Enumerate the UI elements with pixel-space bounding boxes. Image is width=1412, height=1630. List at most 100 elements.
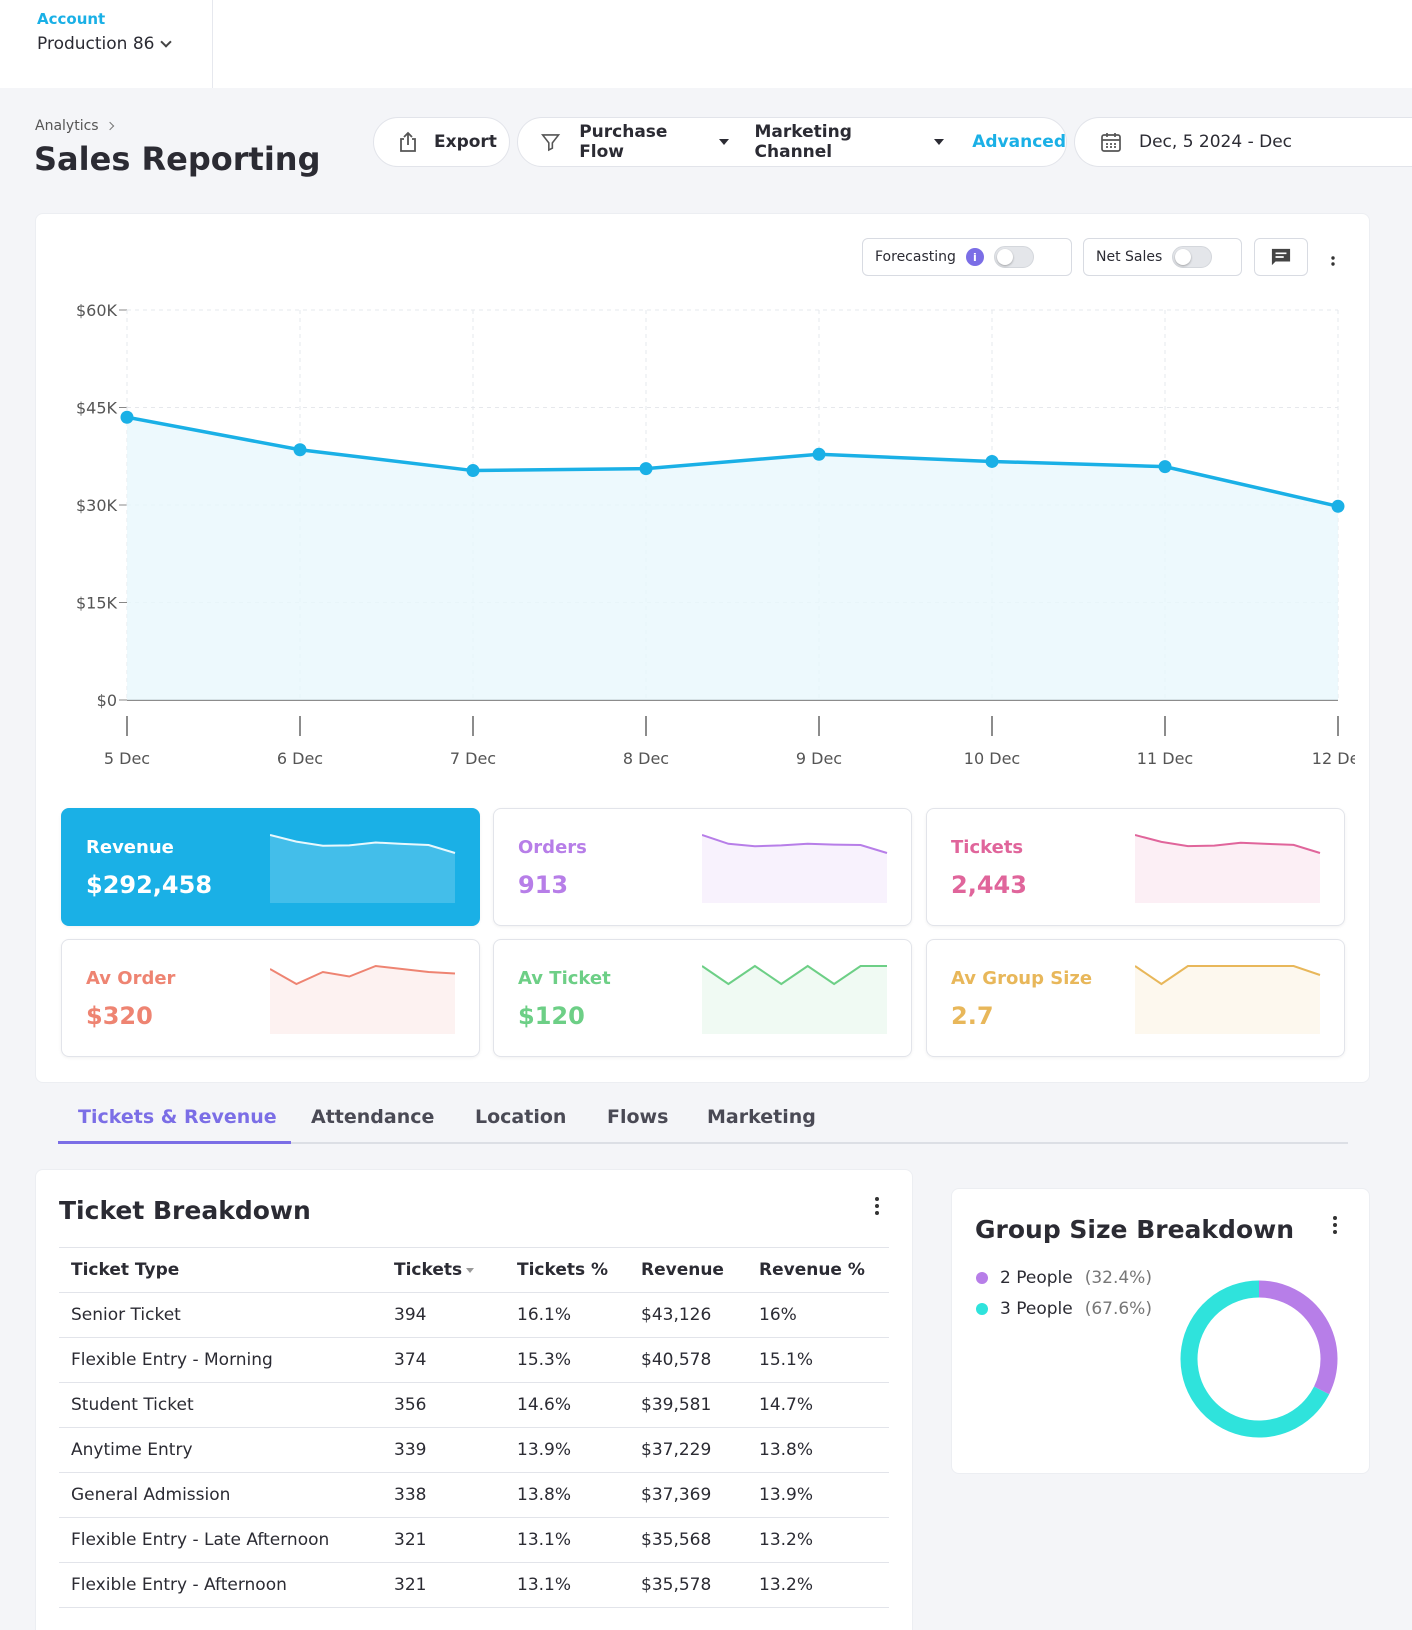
account-label: Account <box>37 10 106 28</box>
metric-card-revenue[interactable]: Revenue $292,458 <box>61 808 480 926</box>
col-ticket-type[interactable]: Ticket Type <box>59 1247 382 1293</box>
data-point[interactable] <box>120 410 134 424</box>
purchase-flow-dropdown[interactable]: Purchase Flow <box>579 122 729 162</box>
y-tick-label: $30K <box>76 496 118 515</box>
legend-item[interactable]: 2 People (32.4%) <box>976 1262 1152 1293</box>
table-row[interactable]: Anytime Entry 339 13.9% $37,229 13.8% <box>59 1427 889 1473</box>
date-range-value: Dec, 5 2024 - Dec <box>1139 132 1293 152</box>
table-row[interactable]: Flexible Entry - Late Afternoon 321 13.1% $… <box>59 1517 889 1563</box>
filter-bar: Purchase Flow Marketing Channel Advanced <box>517 117 1067 167</box>
account-dropdown[interactable]: Production 86 <box>37 34 212 54</box>
legend-percent: (32.4%) <box>1084 1267 1152 1288</box>
sparkline <box>1135 834 1321 903</box>
tab-tickets-revenue[interactable]: Tickets & Revenue <box>78 1106 277 1128</box>
more-options-icon[interactable] <box>1332 1215 1338 1235</box>
data-point[interactable] <box>639 462 653 476</box>
date-range-picker[interactable]: Dec, 5 2024 - Dec <box>1074 117 1412 167</box>
tab-attendance[interactable]: Attendance <box>311 1106 435 1128</box>
y-tick-label: $0 <box>97 691 117 710</box>
table-row[interactable]: Senior Ticket 394 16.1% $43,126 16% <box>59 1292 889 1338</box>
tab-location[interactable]: Location <box>475 1106 567 1128</box>
sparkline-line <box>270 964 456 986</box>
metric-card-av-ticket[interactable]: Av Ticket $120 <box>493 939 912 1057</box>
cell-revenue: $35,578 <box>629 1562 747 1608</box>
more-options-icon[interactable] <box>874 1196 880 1216</box>
sparkline-area <box>1135 966 1320 1034</box>
table-row[interactable]: General Admission 338 13.8% $37,369 13.9% <box>59 1472 889 1518</box>
cell-tickets: 321 <box>382 1517 505 1563</box>
advanced-filter-link[interactable]: Advanced <box>972 132 1066 152</box>
legend-item[interactable]: 3 People (67.6%) <box>976 1293 1152 1324</box>
comment-button[interactable] <box>1254 238 1308 276</box>
forecasting-switch[interactable] <box>993 246 1034 268</box>
x-tick-label: 5 Dec <box>104 749 150 768</box>
sparkline-line <box>1135 965 1321 986</box>
account-selector[interactable]: Account Production 86 <box>0 0 213 88</box>
caret-down-icon <box>718 139 729 145</box>
legend-percent: (67.6%) <box>1084 1298 1152 1319</box>
cell-tickets-pct: 13.1% <box>505 1517 629 1563</box>
cell-revenue: $37,369 <box>629 1472 747 1518</box>
data-point[interactable] <box>1331 499 1345 513</box>
filter-icon <box>541 134 561 152</box>
metric-card-tickets[interactable]: Tickets 2,443 <box>926 808 1345 926</box>
col-tickets[interactable]: Tickets <box>382 1247 505 1293</box>
cell-tickets: 374 <box>382 1337 505 1383</box>
sort-down-icon <box>466 1267 475 1273</box>
ticket-breakdown-table: Ticket Type Tickets Tickets % Revenue Re… <box>59 1247 889 1608</box>
col-revenue[interactable]: Revenue <box>629 1247 747 1293</box>
table-row[interactable]: Student Ticket 356 14.6% $39,581 14.7% <box>59 1382 889 1428</box>
export-button[interactable]: Export <box>373 117 510 167</box>
top-bar: Account Production 86 <box>0 0 1412 88</box>
cell-tickets-pct: 13.9% <box>505 1427 629 1473</box>
metric-value: 2,443 <box>951 871 1027 899</box>
table-row[interactable]: Flexible Entry - Afternoon 321 13.1% $35,57… <box>59 1562 889 1608</box>
metric-label: Av Ticket <box>518 968 611 989</box>
metric-card-orders[interactable]: Orders 913 <box>493 808 912 926</box>
data-point[interactable] <box>985 454 999 468</box>
data-point[interactable] <box>1158 460 1172 474</box>
donut-slice[interactable] <box>1258 1280 1338 1395</box>
col-tickets-pct[interactable]: Tickets % <box>505 1247 629 1293</box>
table-header-row: Ticket Type Tickets Tickets % Revenue Re… <box>59 1247 889 1293</box>
sparkline <box>702 964 887 1034</box>
legend-dot <box>976 1271 988 1284</box>
net-sales-toggle-box: Net Sales <box>1083 238 1242 276</box>
cell-revenue: $40,578 <box>629 1337 747 1383</box>
data-point[interactable] <box>812 447 826 461</box>
metric-value: 2.7 <box>951 1002 994 1030</box>
metric-label: Av Group Size <box>951 968 1093 989</box>
page-title: Sales Reporting <box>34 140 321 178</box>
cell-revenue-pct: 13.8% <box>747 1427 889 1473</box>
metric-card-av-order[interactable]: Av Order $320 <box>61 939 480 1057</box>
breadcrumb: Analytics <box>35 118 114 134</box>
col-revenue-pct[interactable]: Revenue % <box>747 1247 889 1293</box>
marketing-channel-label: Marketing Channel <box>754 122 852 162</box>
metric-card-av-group-size[interactable]: Av Group Size 2.7 <box>926 939 1345 1057</box>
x-tick-label: 7 Dec <box>450 749 496 768</box>
info-icon[interactable]: i <box>965 248 984 266</box>
tab-flows[interactable]: Flows <box>607 1106 669 1128</box>
group-size-title: Group Size Breakdown <box>975 1215 1295 1244</box>
cell-revenue-pct: 16% <box>747 1292 889 1338</box>
cell-revenue: $37,229 <box>629 1427 747 1473</box>
metric-label: Av Order <box>86 968 176 989</box>
chart-more-icon[interactable] <box>1330 250 1336 266</box>
donut-slice[interactable] <box>1180 1280 1330 1438</box>
forecasting-toggle-box: Forecasting i <box>862 238 1072 276</box>
net-sales-switch[interactable] <box>1172 246 1213 268</box>
x-tick-label: 10 Dec <box>964 749 1020 768</box>
breadcrumb-analytics[interactable]: Analytics <box>35 118 99 134</box>
metric-value: $292,458 <box>86 871 213 899</box>
data-point[interactable] <box>293 443 307 457</box>
marketing-channel-dropdown[interactable]: Marketing Channel <box>755 122 945 162</box>
data-point[interactable] <box>466 464 480 478</box>
sparkline-area <box>270 835 455 903</box>
tab-marketing[interactable]: Marketing <box>707 1106 816 1128</box>
purchase-flow-label: Purchase Flow <box>579 122 668 162</box>
cell-tickets-pct: 15.3% <box>505 1337 629 1383</box>
chevron-right-icon <box>105 121 114 131</box>
table-row[interactable]: Flexible Entry - Morning 374 15.3% $40,578 1… <box>59 1337 889 1383</box>
area-fill <box>127 417 1338 700</box>
cell-tickets-pct: 16.1% <box>505 1292 629 1338</box>
